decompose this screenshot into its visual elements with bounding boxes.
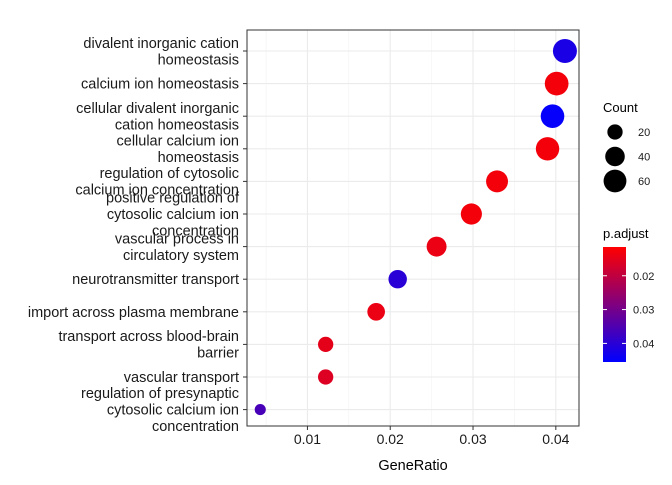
y-tick-label-line: vascular transport [124, 370, 239, 386]
color-legend-title: p.adjust [603, 226, 649, 241]
y-axis: divalent inorganic cation homeostasiscalc… [28, 36, 247, 435]
data-point [426, 236, 447, 257]
y-tick-label-line: cellular divalent inorganic [76, 101, 239, 117]
y-tick-label-line: circulatory system [123, 248, 239, 264]
y-tick-label-line: neurotransmitter transport [72, 272, 239, 288]
y-tick-label-line: regulation of presynaptic [81, 386, 239, 402]
y-tick-label: cellular divalent inorganic cation homeos… [76, 101, 239, 134]
size-legend-label: 40 [638, 152, 650, 164]
y-tick-label: cellular calcium ion homeostasis [117, 134, 240, 167]
data-point [367, 302, 385, 321]
data-points [254, 39, 577, 416]
y-tick-label: regulation of presynaptic cytosolic calci… [81, 386, 239, 435]
plot-border [246, 29, 580, 427]
size-legend-key [605, 146, 625, 167]
y-tick-label: import across plasma membrane [28, 305, 239, 321]
size-legend-label: 20 [638, 127, 650, 139]
y-tick-label-line: concentration [152, 419, 239, 435]
y-tick-label-line: cytosolic calcium ion [107, 403, 239, 419]
x-tick-label: 0.01 [294, 431, 321, 447]
y-tick-label: calcium ion homeostasis [81, 77, 239, 93]
y-tick-label-line: calcium ion concentration [75, 183, 239, 199]
data-point [460, 203, 482, 225]
data-point [535, 137, 560, 161]
y-tick-label: positive regulation of cytosolic calcium … [106, 191, 240, 240]
size-legend-label: 60 [638, 176, 650, 188]
color-legend-label: 0.02 [633, 271, 654, 283]
y-tick-label-line: homeostasis [158, 150, 239, 166]
data-point [254, 404, 266, 416]
x-axis-title: GeneRatio [378, 458, 447, 474]
y-tick-label-line: cytosolic calcium ion [107, 207, 239, 223]
y-tick-label-line: cellular calcium ion [117, 134, 240, 150]
color-legend-label: 0.04 [633, 338, 654, 350]
y-tick-label-line: positive regulation of [106, 191, 240, 207]
size-legend: Count 20 40 60 [603, 100, 650, 193]
y-tick-label-line: cation homeostasis [115, 117, 239, 133]
data-point [486, 170, 509, 193]
color-legend-label: 0.03 [633, 305, 654, 317]
y-tick-label: transport across blood-brain barrier [58, 329, 239, 362]
y-tick-label-line: homeostasis [158, 52, 239, 68]
y-tick-label-line: import across plasma membrane [28, 305, 239, 321]
y-tick-label-line: concentration [152, 224, 239, 240]
size-legend-title: Count [603, 100, 638, 115]
y-tick-label-line: vascular process in [115, 231, 239, 247]
data-point [318, 336, 334, 353]
data-point [318, 369, 334, 385]
y-tick-label: regulation of cytosolic calcium ion conce… [75, 166, 239, 199]
y-tick-label: vascular process in circulatory system [115, 231, 239, 264]
color-legend-bar [603, 247, 626, 362]
y-tick-label-line: barrier [197, 346, 239, 362]
plot-panel [247, 30, 579, 426]
x-axis: 0.01 0.02 0.03 0.04 [294, 426, 570, 447]
data-point [388, 269, 407, 289]
size-legend-key [607, 124, 623, 140]
x-tick-label: 0.04 [542, 431, 569, 447]
data-point [544, 71, 569, 96]
grid-lines [247, 30, 579, 426]
data-point [540, 104, 565, 128]
y-tick-label: neurotransmitter transport [72, 272, 239, 288]
y-tick-label-line: divalent inorganic cation [83, 36, 239, 52]
size-legend-key [603, 169, 627, 193]
y-tick-label-line: calcium ion homeostasis [81, 77, 239, 93]
x-tick-label: 0.03 [459, 431, 486, 447]
y-tick-label: vascular transport [124, 370, 239, 386]
color-legend: p.adjust 0.02 0.03 0.04 [603, 226, 654, 362]
data-point [552, 39, 577, 63]
x-tick-label: 0.02 [377, 431, 404, 447]
y-tick-label: divalent inorganic cation homeostasis [83, 36, 239, 69]
y-tick-label-line: regulation of cytosolic [100, 166, 239, 182]
y-tick-label-line: transport across blood-brain [58, 329, 239, 345]
